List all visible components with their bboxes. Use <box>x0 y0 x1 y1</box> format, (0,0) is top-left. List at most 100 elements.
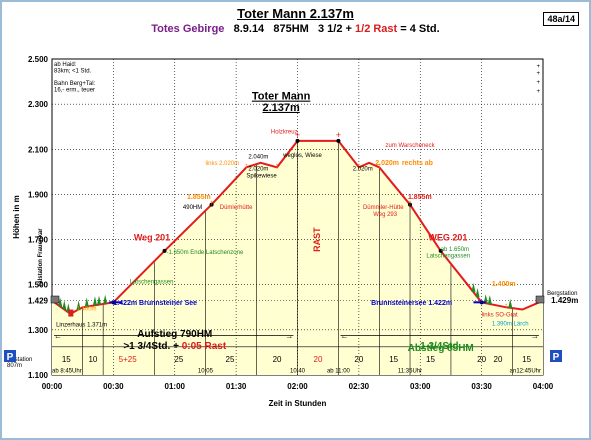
chart-annotation: 490HM <box>183 205 202 211</box>
y-tick-label: 2.300 <box>28 100 49 109</box>
chart-annotation: 1.855m <box>187 194 211 201</box>
segment-duration-label: 20 <box>273 355 282 364</box>
subtitle-rast: 1/2 Rast <box>355 23 398 35</box>
segment-duration-label: 15 <box>426 355 435 364</box>
y-tick-label: 1.300 <box>28 326 49 335</box>
segment-duration-label: 20 <box>354 355 363 364</box>
chart-title: Toter Mann 2.137m <box>237 6 354 21</box>
tree-icon <box>475 288 480 298</box>
ascent-summary: Aufstieg 790HM <box>137 329 212 340</box>
x-tick-label: 00:30 <box>103 382 124 391</box>
y-tick-label: 2.100 <box>28 145 49 154</box>
plus-mark: + <box>536 64 540 70</box>
chart-annotation: 1.400m <box>492 281 516 288</box>
summit-cross-icon: + <box>295 130 300 140</box>
orange-arrow-icon: ↑ <box>275 160 280 170</box>
y-tick-label: 1.100 <box>28 371 49 380</box>
clock-time-label: ab 11:00 <box>327 368 351 374</box>
profile-line <box>51 139 544 315</box>
chart-annotation: 2.040m <box>248 154 268 160</box>
x-tick-label: 02:30 <box>349 382 370 391</box>
chart-annotation: Holzkreuz <box>271 129 298 135</box>
tree-icon <box>62 300 67 310</box>
parking-sign-label: P <box>553 352 560 363</box>
summit-height-label: 2.137m <box>262 102 300 114</box>
chart-annotation: Latschengassen <box>426 254 470 260</box>
waypoint-marker <box>438 248 443 253</box>
chart-annotation: zum Warscheneck <box>385 143 435 149</box>
chart-annotation: Dümmler-Hütte <box>363 205 404 211</box>
orange-arrow-icon: ↑ <box>209 198 214 208</box>
tree-icon <box>483 294 488 304</box>
orange-arrow-icon: ↑ <box>357 160 362 170</box>
x-tick-label: 02:00 <box>287 382 308 391</box>
segment-duration-label: 20 <box>314 355 323 364</box>
chart-annotation: Weg 293 <box>373 212 398 218</box>
chart-annotation: Latschengassen <box>130 280 174 286</box>
tree-icon <box>508 298 513 308</box>
cable-car-station-icon <box>50 295 60 304</box>
chart-annotation: Talstation <box>7 357 32 363</box>
ascent-arrow-head: → <box>285 332 293 341</box>
summit-cross-icon: + <box>336 130 341 140</box>
clock-time-label: 10:05 <box>198 368 214 374</box>
waypoint-marker <box>209 202 214 207</box>
chart-annotation: 1.422m Brunnsteiner See <box>113 300 197 307</box>
clock-time-label: ab 8:45Uhr <box>52 368 82 374</box>
plus-mark: + <box>536 71 540 77</box>
subtitle-region: Totes Gebirge <box>151 23 225 35</box>
summit-label: Toter Mann <box>252 91 311 103</box>
chart-annotation: weglos, Wiese <box>282 153 322 159</box>
ascent-duration: >1 3/4Std. + 0:05 Rast <box>123 341 227 352</box>
chart-annotation: 2.020m <box>248 167 268 173</box>
tree-icon <box>84 297 89 307</box>
clock-time-label: 11:35Uhr <box>398 368 422 374</box>
x-tick-label: 03:00 <box>410 382 431 391</box>
descent-arrow-head: → <box>531 332 539 341</box>
plus-mark: + <box>536 80 540 86</box>
segment-duration-label: 20 <box>494 355 503 364</box>
waypoint-marker <box>408 202 413 207</box>
x-tick-label: 03:30 <box>471 382 492 391</box>
segment-duration-label: 20 <box>477 355 486 364</box>
chart-annotation: 16,- erm., teuer <box>54 88 95 94</box>
chart-annotation: Linzerhaus 1.371m <box>56 322 107 328</box>
chart-annotation: Brunnsteinersee 1.422m <box>371 300 452 307</box>
chart-annotation: 2.020m <box>353 167 373 173</box>
segment-duration-label: 15 <box>389 355 398 364</box>
hut-icon <box>68 309 74 317</box>
x-tick-label: 00:00 <box>42 382 63 391</box>
segment-duration-label: 25 <box>226 355 235 364</box>
clock-time-label: an12:45Uhr <box>510 368 541 374</box>
y-tick-label: 2.500 <box>28 55 49 64</box>
chart-annotation: ab Haid: <box>54 62 77 68</box>
clock-time-label: 10:40 <box>290 368 306 374</box>
waypoint-marker <box>336 138 341 143</box>
chart-annotation: 2.020m <box>375 160 399 167</box>
chart-annotation: 1.855m <box>408 194 432 201</box>
y-axis-title: Höhen in m <box>12 195 21 239</box>
orange-arrow-icon: ↑ <box>408 198 413 208</box>
chart-annotation: rechts ab <box>402 160 433 167</box>
chart-annotation: Spikewiese <box>246 174 277 180</box>
station-vertical-label: Talstation Frauenkar <box>38 228 44 287</box>
chart-annotation: 83km; <1 Std. <box>54 69 92 75</box>
tree-icon <box>97 295 102 305</box>
chart-annotation: links SO-Grat <box>482 312 518 318</box>
x-tick-label: 01:30 <box>226 382 247 391</box>
tree-icon <box>103 294 108 304</box>
chart-annotation: 1.400m <box>77 307 97 313</box>
parking-sign-icon <box>550 350 562 362</box>
tree-icon <box>58 297 63 307</box>
chart-subtitle: Totes Gebirge 8.9.14 875HM 3 1/2 + 1/2 R… <box>0 23 591 35</box>
chart-annotation: Bergstation <box>547 291 577 297</box>
orange-arrow-icon: ↑ <box>504 300 509 310</box>
chart-annotation: Dümlerhütte <box>220 205 253 211</box>
tree-icon <box>92 296 97 306</box>
x-axis-title: Zeit in Stunden <box>269 399 327 408</box>
orange-arrow-icon: ↑ <box>244 160 249 170</box>
y-tick-label: 1.900 <box>28 190 49 199</box>
ascent-arrow-head: ← <box>54 332 62 341</box>
chart-annotation: Weg 201 <box>134 233 170 243</box>
